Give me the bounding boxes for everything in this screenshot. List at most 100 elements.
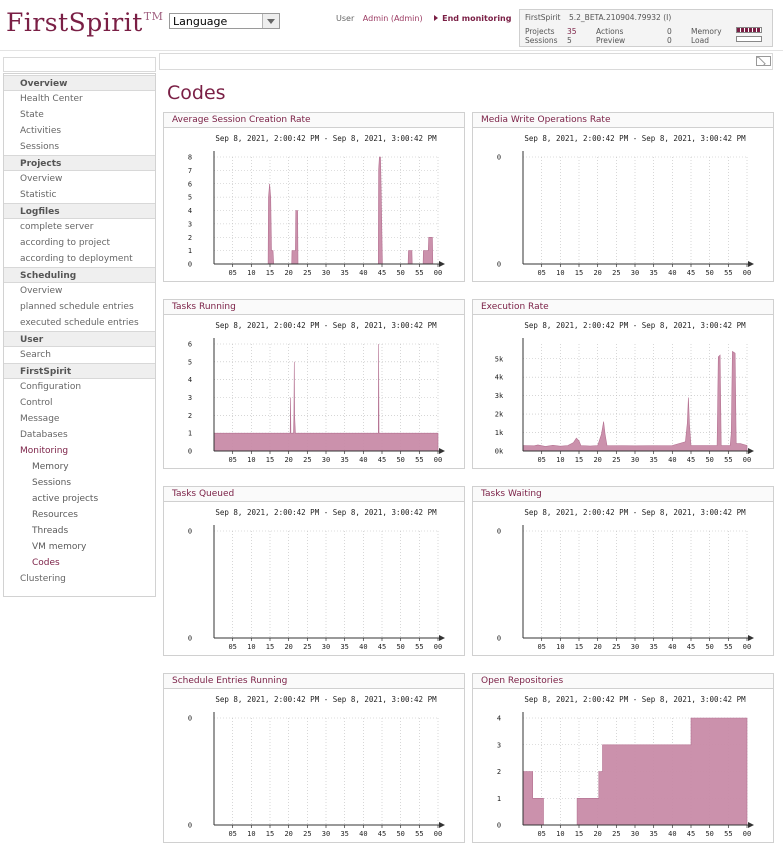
x-tick-label: 55 xyxy=(724,269,732,277)
y-tick-label: 1 xyxy=(188,430,192,438)
y-tick-label: 3k xyxy=(495,392,504,400)
sidebar-item-statistic[interactable]: Statistic xyxy=(20,190,57,200)
status-actions-value: 0 xyxy=(667,27,672,36)
x-tick-label: 45 xyxy=(378,456,386,464)
sidebar-item-resources[interactable]: Resources xyxy=(32,510,78,520)
x-tick-label: 10 xyxy=(556,456,564,464)
x-tick-label: 30 xyxy=(631,456,639,464)
x-tick-label: 10 xyxy=(556,269,564,277)
sidebar-item-planned-schedule-entries[interactable]: planned schedule entries xyxy=(20,302,134,312)
status-projects-label: Projects xyxy=(525,27,555,36)
chart-subtitle: Sep 8, 2021, 2:00:42 PM - Sep 8, 2021, 3… xyxy=(524,134,746,143)
sidebar-item-overview[interactable]: Overview xyxy=(20,286,63,296)
sidebar-item-codes[interactable]: Codes xyxy=(32,558,60,568)
x-axis-arrow-icon xyxy=(748,261,754,267)
sidebar-item-overview[interactable]: Overview xyxy=(20,174,63,184)
x-tick-label: 00 xyxy=(434,643,442,651)
language-select[interactable]: Language xyxy=(169,13,280,29)
x-tick-label: 30 xyxy=(631,643,639,651)
sidebar-item-activities[interactable]: Activities xyxy=(20,126,62,136)
envelope-icon[interactable] xyxy=(756,56,771,66)
y-tick-label: 1 xyxy=(188,247,192,255)
sidebar-item-active-projects[interactable]: active projects xyxy=(32,494,99,504)
page-title: Codes xyxy=(167,82,226,104)
sidebar-item-monitoring[interactable]: Monitoring xyxy=(20,446,69,456)
sidebar-item-search[interactable]: Search xyxy=(20,350,51,360)
x-axis-arrow-icon xyxy=(439,448,445,454)
x-tick-label: 25 xyxy=(303,269,311,277)
sidebar-item-according-to-deployment[interactable]: according to deployment xyxy=(20,254,133,264)
sidebar-section-firstspirit[interactable]: FirstSpirit xyxy=(4,363,155,379)
x-tick-label: 50 xyxy=(705,456,713,464)
x-axis-arrow-icon xyxy=(748,448,754,454)
sidebar-item-sessions[interactable]: Sessions xyxy=(20,142,60,152)
chart-title: Open Repositories xyxy=(473,674,773,689)
series-area xyxy=(214,156,438,265)
sidebar-item-threads[interactable]: Threads xyxy=(32,526,69,536)
sidebar-item-control[interactable]: Control xyxy=(20,398,53,408)
x-tick-label: 45 xyxy=(378,269,386,277)
x-tick-label: 50 xyxy=(705,269,713,277)
status-preview-value: 0 xyxy=(667,36,672,45)
y-tick-label: 4 xyxy=(188,207,192,215)
x-tick-label: 05 xyxy=(537,456,545,464)
sidebar-item-sessions[interactable]: Sessions xyxy=(32,478,72,488)
chart-plot: Sep 8, 2021, 2:00:42 PM - Sep 8, 2021, 3… xyxy=(188,508,445,651)
x-axis-arrow-icon xyxy=(748,635,754,641)
chart-panel: Tasks Running Sep 8, 2021, 2:00:42 PM - S… xyxy=(163,299,465,469)
sidebar-item-vm-memory[interactable]: VM memory xyxy=(32,542,87,552)
sidebar-item-state[interactable]: State xyxy=(20,110,44,120)
x-tick-label: 35 xyxy=(649,456,657,464)
x-tick-label: 00 xyxy=(743,643,751,651)
sidebar-item-health-center[interactable]: Health Center xyxy=(20,94,83,104)
x-tick-label: 30 xyxy=(631,830,639,838)
x-tick-label: 15 xyxy=(575,643,583,651)
x-tick-label: 40 xyxy=(359,830,367,838)
chart-title: Schedule Entries Running xyxy=(164,674,464,689)
sidebar-item-databases[interactable]: Databases xyxy=(20,430,68,440)
x-tick-label: 40 xyxy=(668,830,676,838)
y-tick-label: 0 xyxy=(497,635,501,643)
x-tick-label: 20 xyxy=(284,643,292,651)
firstspirit-logo: FirstSpiritTM xyxy=(6,8,163,37)
user-name-link[interactable]: Admin (Admin) xyxy=(362,14,423,23)
x-tick-label: 05 xyxy=(537,269,545,277)
end-monitoring-button[interactable]: End monitoring xyxy=(434,14,511,23)
sidebar-item-complete-server[interactable]: complete server xyxy=(20,222,94,232)
status-projects-value: 35 xyxy=(567,27,577,36)
chart-plot: Sep 8, 2021, 2:00:42 PM - Sep 8, 2021, 3… xyxy=(188,321,445,464)
y-tick-label: 1k xyxy=(495,429,504,437)
x-tick-label: 20 xyxy=(593,456,601,464)
sidebar-item-configuration[interactable]: Configuration xyxy=(20,382,82,392)
chart-title: Tasks Waiting xyxy=(473,487,773,502)
chart-subtitle: Sep 8, 2021, 2:00:42 PM - Sep 8, 2021, 3… xyxy=(215,695,437,704)
x-tick-label: 20 xyxy=(593,269,601,277)
status-preview-label: Preview xyxy=(596,36,626,45)
sidebar-item-according-to-project[interactable]: according to project xyxy=(20,238,111,248)
x-tick-label: 05 xyxy=(228,830,236,838)
sidebar-section-user[interactable]: User xyxy=(4,331,155,347)
x-tick-label: 05 xyxy=(228,643,236,651)
x-tick-label: 05 xyxy=(228,456,236,464)
status-sessions-label: Sessions xyxy=(525,36,558,45)
x-tick-label: 25 xyxy=(612,643,620,651)
sidebar-section-logfiles[interactable]: Logfiles xyxy=(4,203,155,219)
chart-panel: Average Session Creation Rate Sep 8, 2021… xyxy=(163,112,465,282)
sidebar-item-executed-schedule-entries[interactable]: executed schedule entries xyxy=(20,318,139,328)
x-tick-label: 40 xyxy=(668,643,676,651)
sidebar-item-memory[interactable]: Memory xyxy=(32,462,69,472)
sidebar-section-scheduling[interactable]: Scheduling xyxy=(4,267,155,283)
x-tick-label: 10 xyxy=(556,830,564,838)
x-tick-label: 45 xyxy=(687,269,695,277)
chevron-down-icon[interactable] xyxy=(262,14,279,28)
series-area xyxy=(213,343,439,452)
x-tick-label: 55 xyxy=(724,456,732,464)
x-axis-arrow-icon xyxy=(439,822,445,828)
sidebar-section-projects[interactable]: Projects xyxy=(4,155,155,171)
end-monitoring-label: End monitoring xyxy=(442,14,512,23)
x-tick-label: 30 xyxy=(322,456,330,464)
y-tick-label: 5 xyxy=(188,194,192,202)
sidebar-item-clustering[interactable]: Clustering xyxy=(20,574,66,584)
sidebar-section-overview[interactable]: Overview xyxy=(4,75,155,91)
sidebar-item-message[interactable]: Message xyxy=(20,414,60,424)
